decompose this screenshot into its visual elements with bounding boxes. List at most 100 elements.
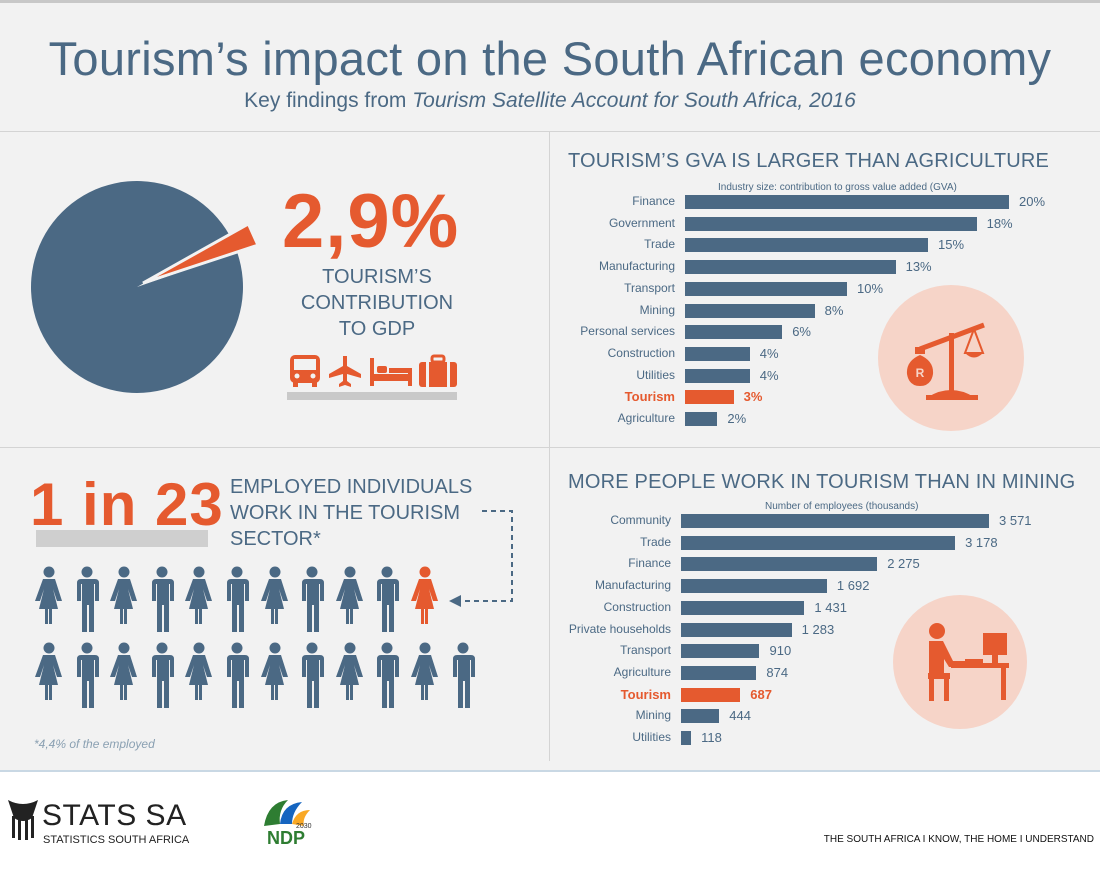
person-icon — [185, 642, 213, 700]
gva-axis-caption: Industry size: contribution to gross val… — [718, 182, 957, 193]
bar-value-label: 20% — [1019, 194, 1046, 209]
person-icon — [411, 642, 438, 700]
bar-category-label: Government — [608, 215, 675, 230]
person-icon — [151, 566, 174, 632]
pie-slice-tourism — [142, 221, 261, 285]
bar-value-label: 118 — [701, 730, 722, 745]
bar-value-label: 2 275 — [887, 556, 920, 572]
bar-value-label: 874 — [766, 664, 789, 680]
divider-vertical — [549, 131, 550, 761]
bar — [685, 238, 928, 253]
bar-category-label: Mining — [635, 708, 671, 723]
bar — [685, 195, 1009, 209]
bar — [681, 687, 741, 702]
gdp-caption-line: TOURISM’S — [322, 266, 432, 288]
bar-category-label: Utilities — [636, 367, 675, 382]
scale-icon: R — [878, 285, 1024, 431]
bar-value-label: 6% — [792, 324, 811, 340]
pie-slice-rest — [30, 180, 243, 393]
gdp-pie-chart — [30, 180, 261, 393]
bar — [685, 346, 750, 361]
bar-value-label: 3 178 — [965, 534, 998, 550]
top-rule — [0, 0, 1100, 3]
employment-ratio: 1 in 23 — [30, 471, 224, 538]
employment-caption-line: EMPLOYED INDIVIDUALS — [230, 476, 473, 498]
bar-value-label: 8% — [824, 302, 844, 318]
gdp-caption-line: TO GDP — [338, 318, 416, 340]
bar — [681, 535, 956, 550]
bar — [685, 325, 783, 340]
bar — [681, 622, 792, 637]
bar-value-label: 3 571 — [999, 513, 1032, 528]
bar-value-label: 687 — [750, 686, 772, 702]
person-icon — [185, 566, 213, 624]
bar-category-label: Agriculture — [617, 411, 675, 425]
bar-value-label: 1 283 — [801, 621, 835, 637]
person-icon — [227, 566, 249, 632]
person-icon — [35, 642, 62, 700]
employment-caption-line: WORK IN THE TOURISM — [230, 502, 461, 524]
bar-category-label: Utilities — [632, 730, 671, 744]
travel-icons-underline — [287, 392, 457, 400]
bar-value-label: 3% — [743, 389, 763, 405]
bar — [681, 709, 720, 724]
bar — [685, 216, 977, 231]
person-icon-highlighted — [411, 566, 438, 624]
bar-category-label: Trade — [640, 534, 671, 549]
person-icon — [110, 642, 138, 700]
subtitle-prefix: Key findings from — [244, 89, 413, 112]
bar — [685, 260, 896, 275]
person-icon — [151, 642, 174, 708]
employment-caption-line: SECTOR* — [230, 528, 321, 550]
bar-value-label: 1 431 — [814, 599, 847, 615]
bar-value-label: 13% — [905, 259, 932, 275]
person-icon — [260, 642, 288, 700]
bar-value-label: 1 692 — [836, 578, 870, 594]
bar-category-label: Agriculture — [613, 664, 671, 679]
bar-category-label: Tourism — [620, 686, 671, 702]
person-icon — [227, 642, 249, 708]
subtitle-source: Tourism Satellite Account for South Afri… — [412, 89, 856, 112]
dashed-arrow — [449, 510, 513, 607]
bar — [685, 390, 734, 405]
bar-category-label: Transport — [620, 643, 671, 658]
ndp-year: 2030 — [296, 823, 312, 830]
page-title: Tourism’s impact on the South African ec… — [48, 32, 1052, 85]
person-icon — [76, 566, 99, 632]
bar-value-label: 4% — [759, 367, 779, 383]
employees-axis-caption: Number of employees (thousands) — [765, 501, 919, 512]
employment-footnote: *4,4% of the employed — [34, 737, 155, 751]
bar-category-label: Mining — [639, 302, 675, 317]
bar-value-label: 444 — [729, 708, 751, 724]
person-icon — [335, 642, 363, 700]
person-icon — [335, 566, 363, 624]
bar-category-label: Manufacturing — [598, 259, 675, 274]
bar — [681, 665, 757, 680]
suitcase-icon — [419, 354, 457, 387]
bar — [681, 731, 692, 745]
stats-sa-logo-icon — [8, 800, 38, 840]
bar — [685, 303, 815, 318]
gdp-caption-line: CONTRIBUTION — [300, 292, 454, 314]
divider-middle — [0, 447, 1100, 448]
org-full-name: STATISTICS SOUTH AFRICA — [43, 834, 190, 846]
divider-top — [0, 131, 1100, 132]
bar-value-label: 18% — [986, 215, 1013, 231]
person-icon — [452, 642, 475, 708]
person-icon — [260, 566, 288, 624]
bar-value-label: 910 — [769, 643, 792, 659]
bar — [681, 600, 805, 615]
employment-caption: EMPLOYED INDIVIDUALS WORK IN THE TOURISM… — [230, 474, 510, 552]
bar-category-label: Private households — [568, 621, 671, 636]
page-subtitle: Key findings from Tourism Satellite Acco… — [0, 89, 1100, 113]
bar-category-label: Trade — [644, 237, 675, 252]
bar — [681, 514, 989, 528]
bar-value-label: 4% — [759, 345, 779, 361]
bar-category-label: Finance — [632, 194, 675, 208]
bar — [685, 412, 718, 426]
gdp-percentage: 2,9% — [282, 179, 460, 264]
bar-category-label: Manufacturing — [594, 578, 671, 593]
bar — [685, 281, 847, 296]
bus-icon — [290, 355, 320, 387]
bar — [681, 644, 760, 659]
